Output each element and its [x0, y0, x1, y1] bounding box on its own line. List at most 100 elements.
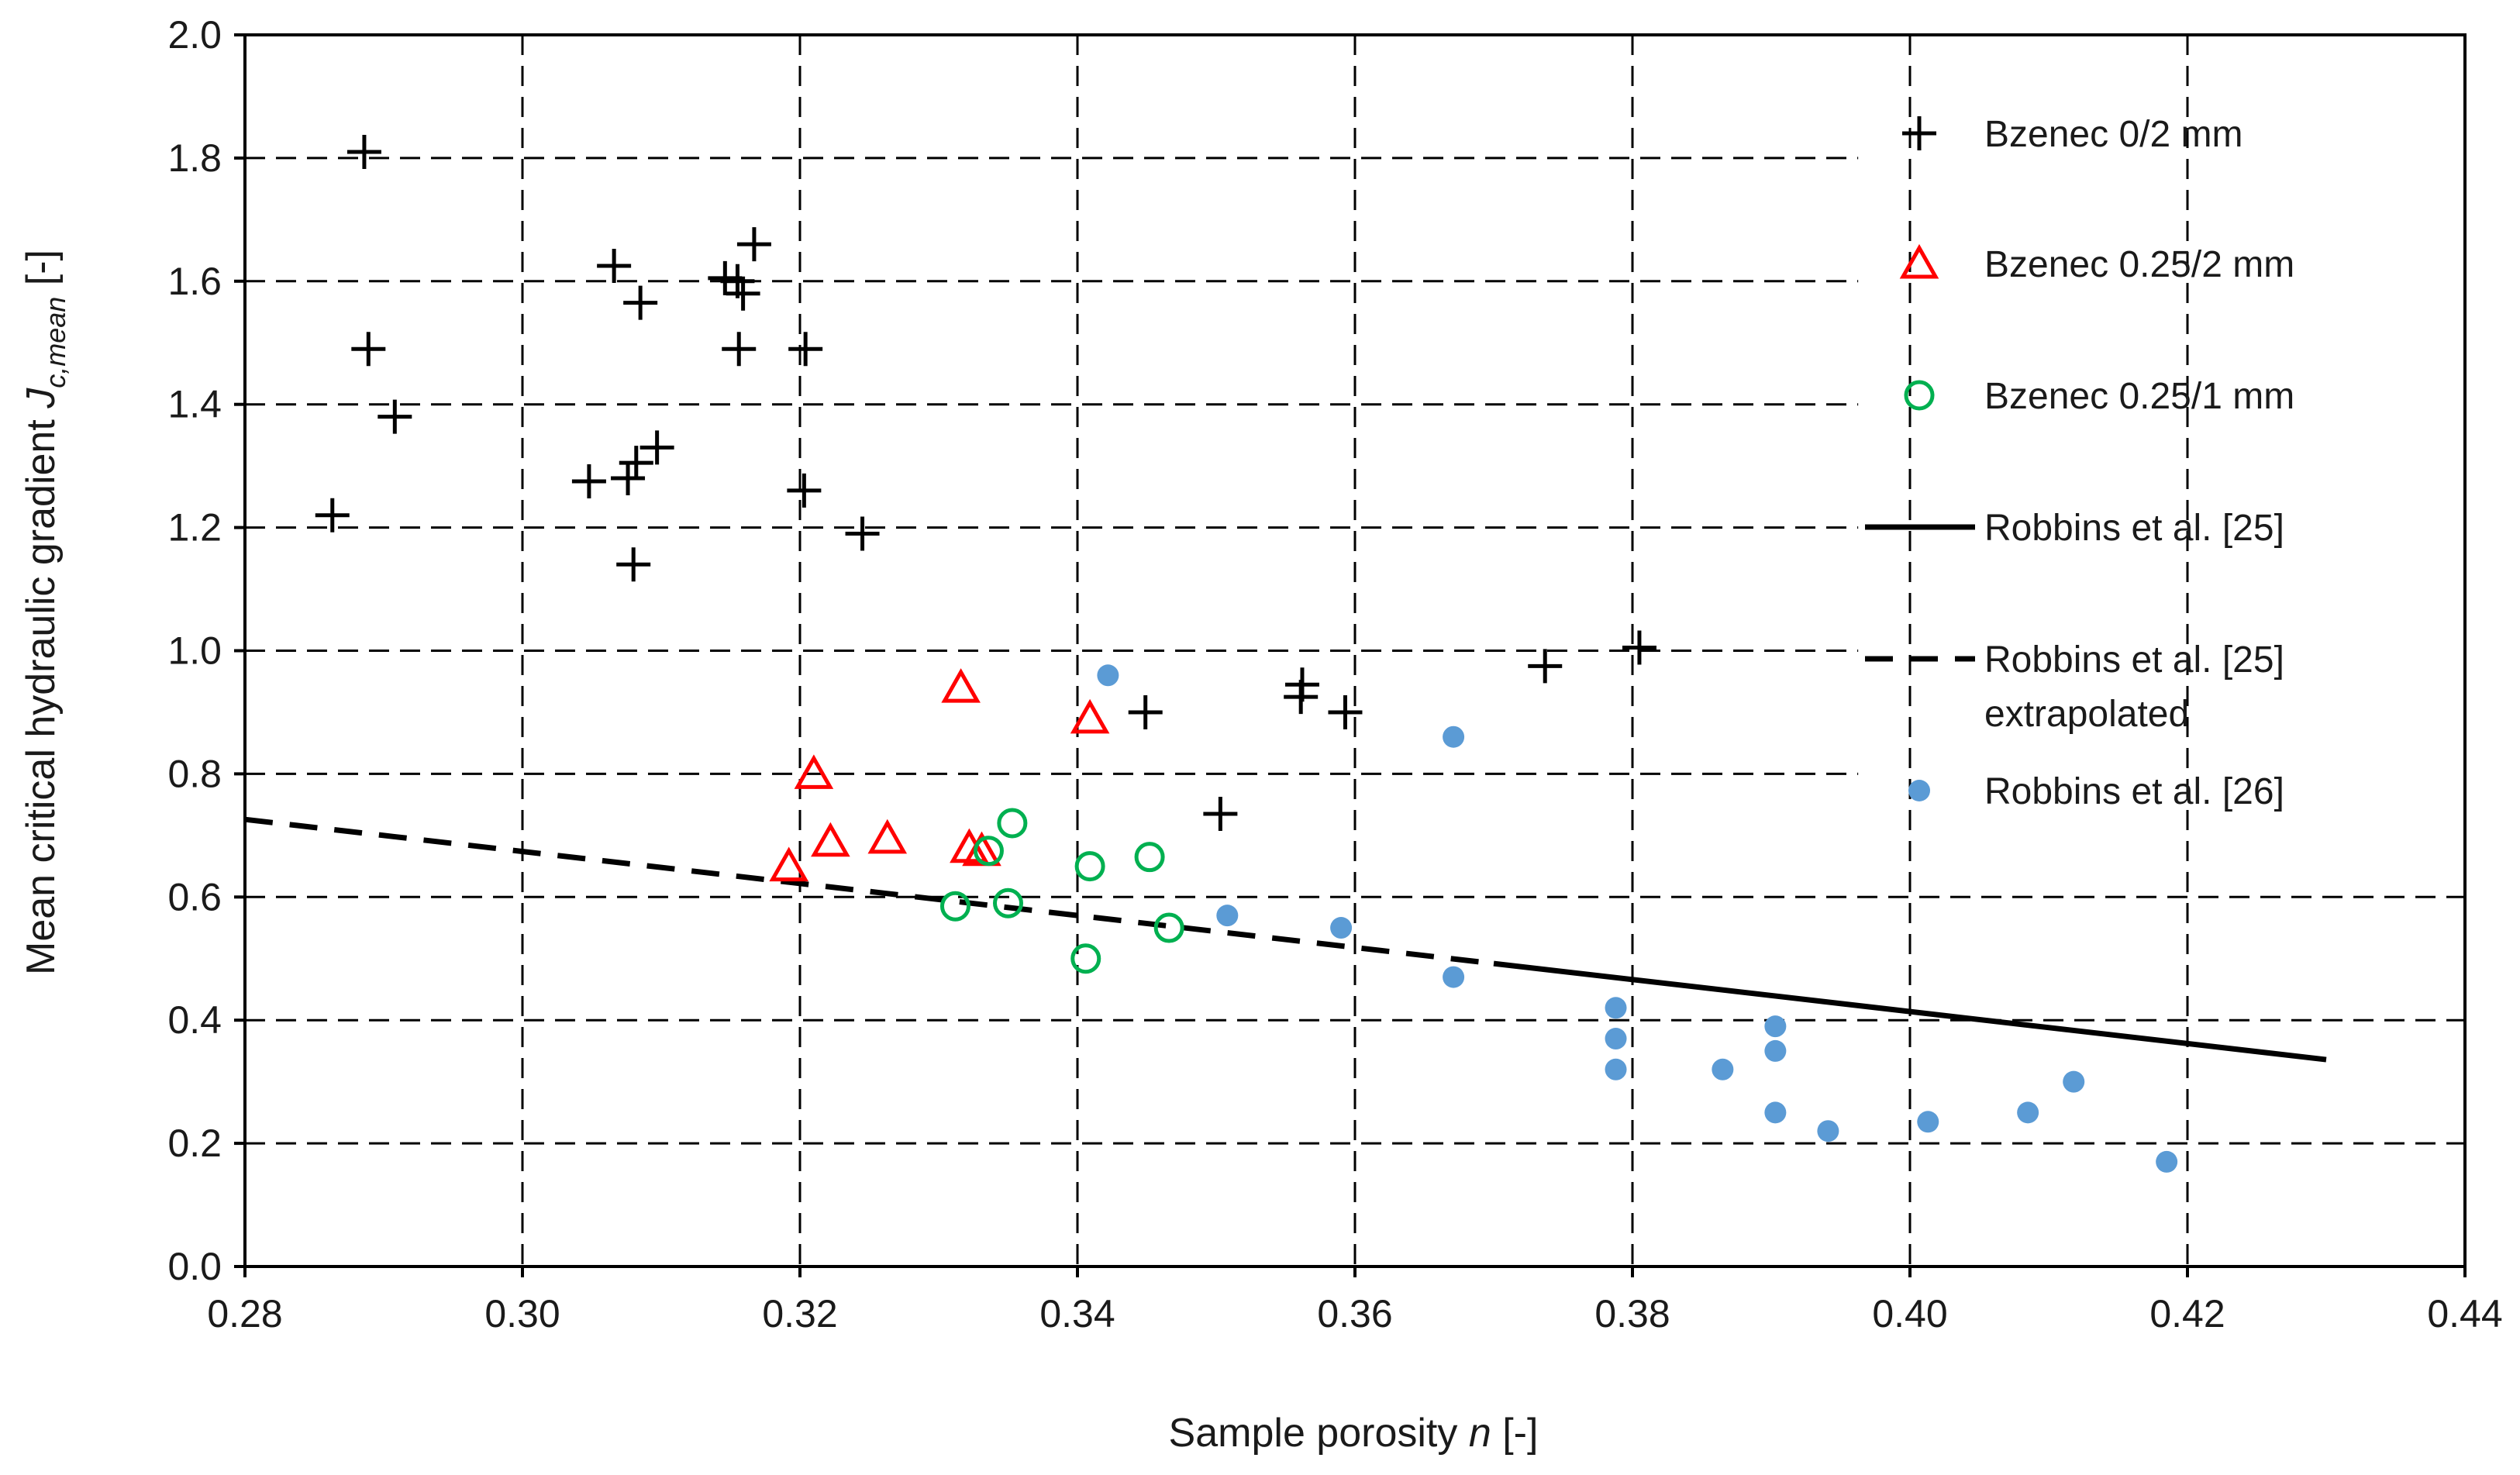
- y-tick-label: 1.2: [167, 506, 222, 550]
- bzenec-025-2-point: [941, 668, 981, 703]
- bzenec-0-2-point: [845, 516, 880, 551]
- reference-lines: [244, 816, 2327, 1063]
- x-tick-label: 0.32: [762, 1292, 837, 1335]
- bzenec-0-2-point: [315, 498, 350, 532]
- legend-triangle-icon: [1899, 243, 1939, 279]
- y-tick-label: 1.8: [167, 136, 222, 180]
- robbins-26-point: [1443, 725, 1465, 748]
- bzenec-0-2-point: [726, 276, 760, 311]
- bzenec-0-2-point: [1128, 694, 1163, 729]
- robbins-26-point: [1216, 905, 1239, 927]
- data-markers: [315, 134, 2178, 1173]
- robbins-25-extrapolated-line: [244, 816, 1494, 967]
- legend-circle-icon: [1904, 380, 1935, 411]
- x-tick-label: 0.28: [207, 1292, 282, 1335]
- robbins-26-point: [2017, 1101, 2039, 1124]
- bzenec-0-2-point: [1622, 630, 1656, 665]
- bzenec-0-2-point: [1203, 797, 1238, 832]
- bzenec-0-2-point: [377, 399, 412, 434]
- legend-label: Robbins et al. [25]: [1984, 508, 2284, 549]
- robbins-26-point: [1605, 1058, 1627, 1080]
- robbins-26-point: [2156, 1150, 2178, 1173]
- bzenec-0-2-point: [346, 134, 381, 169]
- bzenec-025-2-point: [1070, 698, 1110, 734]
- robbins-26-point: [1605, 997, 1627, 1019]
- legend-label: Bzenec 0.25/2 mm: [1984, 244, 2294, 285]
- bzenec-0-2-point: [722, 332, 757, 367]
- axes: [234, 33, 2467, 1277]
- bzenec-0-2-point: [736, 227, 771, 262]
- bzenec-025-2-point: [811, 822, 850, 857]
- legend-label: Robbins et al. [26]: [1984, 771, 2284, 812]
- x-tick-label: 0.34: [1039, 1292, 1115, 1335]
- legend-label: Robbins et al. [25]: [1984, 639, 2284, 681]
- robbins-26-point: [1764, 1039, 1787, 1062]
- y-tick-label: 1.6: [167, 260, 222, 303]
- legend-item: Bzenec 0.25/2 mm: [1899, 243, 2294, 285]
- legend-label: extrapolated: [1984, 694, 2189, 735]
- bzenec-025-1-point: [1153, 912, 1184, 943]
- y-tick-label: 0.6: [167, 875, 222, 918]
- grid: [245, 35, 2465, 1267]
- x-tick-label: 0.36: [1317, 1292, 1392, 1335]
- legend-label: Bzenec 0/2 mm: [1984, 114, 2242, 155]
- robbins-26-point: [1817, 1120, 1839, 1142]
- bzenec-0-2-point: [1328, 694, 1363, 729]
- legend-item: Robbins et al. [26]: [1908, 771, 2284, 812]
- bzenec-025-2-point: [867, 818, 908, 854]
- robbins-26-point: [2063, 1070, 2085, 1093]
- legend-item: Robbins et al. [25]: [1865, 508, 2284, 549]
- robbins-26-point: [1605, 1028, 1627, 1050]
- legend-item: Bzenec 0.25/1 mm: [1904, 376, 2294, 417]
- bzenec-0-2-point: [597, 248, 632, 283]
- x-tick-label: 0.38: [1594, 1292, 1670, 1335]
- legend-item: Bzenec 0/2 mm: [1902, 114, 2242, 155]
- bzenec-0-2-point: [1284, 680, 1319, 715]
- robbins-26-point: [1764, 1101, 1787, 1124]
- bzenec-025-2-point: [794, 754, 834, 789]
- robbins-26-point: [1330, 917, 1353, 939]
- x-tick-label: 0.30: [484, 1292, 560, 1335]
- bzenec-025-1-point: [997, 808, 1028, 839]
- bzenec-025-1-point: [973, 836, 1004, 867]
- bzenec-0-2-point: [351, 332, 386, 367]
- x-tick-label: 0.44: [2427, 1292, 2502, 1335]
- y-tick-label: 2.0: [167, 13, 222, 57]
- bzenec-0-2-point: [619, 446, 653, 481]
- bzenec-025-2-point: [769, 846, 808, 882]
- x-tick-label: 0.40: [1872, 1292, 1947, 1335]
- legend-label: Bzenec 0.25/1 mm: [1984, 376, 2294, 417]
- bzenec-025-1-point: [1074, 851, 1105, 882]
- legend-item: Robbins et al. [25] extrapolated: [1865, 639, 2284, 735]
- y-tick-label: 1.4: [167, 383, 222, 426]
- bzenec-0-2-point: [787, 473, 822, 508]
- x-axis-title: Sample porosity n [-]: [1169, 1411, 1539, 1456]
- bzenec-025-1-point: [939, 891, 970, 922]
- robbins-25-line: [1493, 960, 2327, 1063]
- robbins-26-point: [1443, 966, 1465, 988]
- bzenec-0-2-point: [639, 430, 674, 465]
- y-tick-label: 0.0: [167, 1245, 222, 1288]
- robbins-26-point: [1097, 664, 1119, 687]
- bzenec-025-1-point: [1070, 943, 1101, 974]
- bzenec-025-1-point: [993, 887, 1023, 918]
- bzenec-0-2-point: [788, 332, 823, 367]
- bzenec-0-2-point: [1528, 649, 1563, 684]
- legend-dot-icon: [1908, 780, 1930, 801]
- bzenec-025-1-point: [1134, 842, 1165, 873]
- x-tick-label: 0.42: [2149, 1292, 2225, 1335]
- robbins-26-point: [1764, 1015, 1787, 1038]
- robbins-26-point: [1712, 1058, 1734, 1080]
- y-tick-label: 1.0: [167, 629, 222, 673]
- y-axis-title: Mean critical hydraulic gradient Jc,mean…: [19, 250, 71, 975]
- y-tick-label: 0.4: [167, 998, 222, 1042]
- y-tick-label: 0.2: [167, 1122, 222, 1165]
- bzenec-0-2-point: [623, 285, 658, 320]
- legend-plus-icon: [1902, 116, 1936, 150]
- bzenec-0-2-point: [616, 547, 651, 582]
- bzenec-0-2-point: [611, 461, 646, 496]
- bzenec-0-2-point: [571, 464, 606, 499]
